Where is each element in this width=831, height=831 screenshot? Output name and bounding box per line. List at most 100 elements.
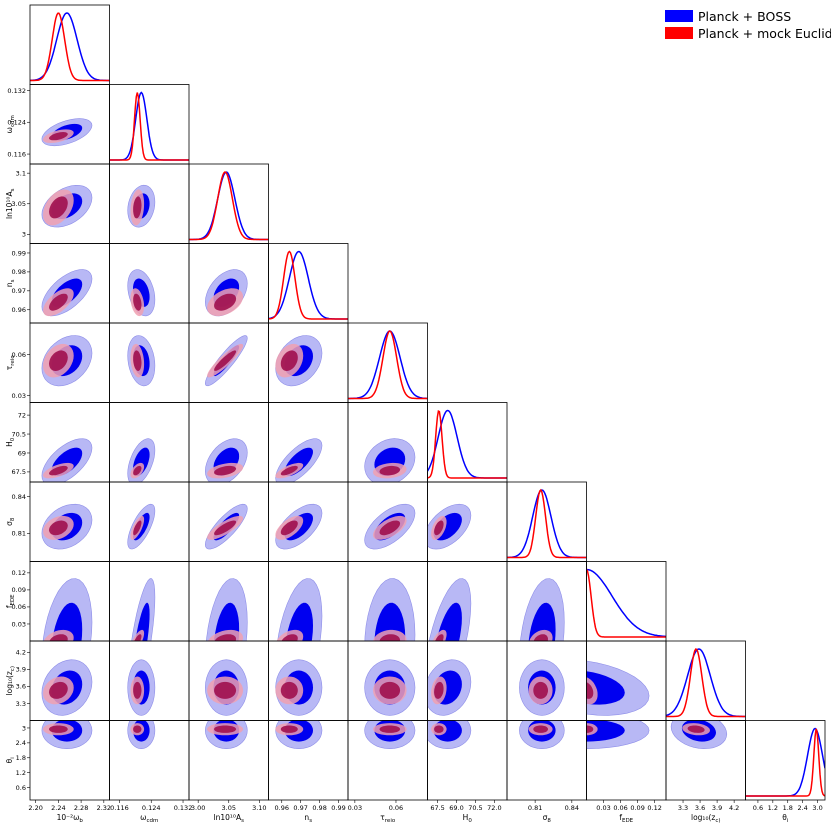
x-tick-label: 0.03 (348, 804, 362, 812)
x-tick-label: 0.12 (647, 804, 661, 812)
panel-n_s-vs-omega_b: 0.99 0.98 0.97 0.96 ns (5, 243, 110, 324)
ylabel-omega_cdm: ωcdm (5, 115, 16, 133)
panel-theta_i-vs-omega_b: 2.20 2.24 2.28 2.32 10⁻²ωb 3 2.4 1.8 1.2 0.6 θi (5, 720, 111, 824)
contour-euclid-68 (533, 634, 548, 641)
y-tick-label: 0.81 (12, 530, 26, 538)
y-tick-label: 3 (22, 231, 26, 239)
panel-sigma8-vs-n_s (268, 481, 349, 562)
y-tick-label: 0.124 (7, 119, 26, 127)
posterior-1d-euclid-f_EDE (586, 569, 666, 638)
y-tick-label: 3.9 (16, 666, 26, 674)
y-tick-label: 0.12 (12, 569, 26, 577)
x-tick-label: 0.97 (293, 804, 307, 812)
ylabel-H0: H0 (5, 437, 16, 447)
x-tick-label: 0.06 (389, 804, 403, 812)
contour-euclid-68 (379, 634, 401, 641)
ylabel-f_EDE: fEDE (5, 594, 16, 608)
contour-euclid-68 (379, 725, 401, 733)
panel-theta_i-vs-f_EDE: 0.03 0.06 0.09 0.12 fEDE (586, 720, 667, 824)
x-tick-label: 1.2 (768, 804, 778, 812)
posterior-1d-euclid-ln10As (189, 171, 269, 241)
contour-euclid-68 (49, 132, 68, 141)
panel-H0-vs-omega_b: 72 70.5 69 67.5 H0 (5, 402, 110, 483)
panel-n_s-vs-n_s (268, 243, 349, 324)
posterior-1d-boss-f_EDE (586, 568, 666, 638)
panel-sigma8-vs-tau_reio (347, 481, 428, 562)
contour-euclid-68 (280, 725, 298, 733)
y-tick-label: 4.2 (16, 649, 26, 657)
posterior-1d-euclid-tau_reio (348, 330, 428, 400)
panel-tau_reio-vs-omega_b: 0.06 0.03 τreio (5, 322, 110, 403)
x-tick-label: 0.06 (613, 804, 627, 812)
contour-euclid-68 (49, 465, 68, 476)
y-tick-label: 70.5 (12, 430, 26, 438)
y-tick-label: 0.03 (12, 620, 26, 628)
xlabel-log10zc: log₁₀(zc) (691, 813, 720, 824)
y-tick-label: 3.05 (12, 200, 26, 208)
posterior-1d-boss-omega_b (30, 12, 110, 82)
y-tick-label: 2.4 (16, 739, 26, 747)
legend-label-boss: Planck + BOSS (698, 9, 791, 24)
legend: Planck + BOSS Planck + mock Euclid (665, 9, 831, 41)
contour-euclid-68 (133, 350, 142, 371)
legend-swatch-euclid (665, 27, 693, 39)
panel-tau_reio-vs-ln10As (188, 322, 269, 403)
xlabel-f_EDE: fEDE (619, 813, 633, 824)
x-tick-label: 0.96 (275, 804, 289, 812)
panel-theta_i-vs-n_s: 0.96 0.97 0.98 0.99 ns (268, 720, 349, 824)
panel-sigma8-vs-omega_b: 0.84 0.81 σ8 (5, 481, 110, 562)
xlabel-sigma8: σ8 (543, 813, 552, 824)
contour-euclid-68 (133, 196, 142, 219)
panel-tau_reio-vs-tau_reio (347, 322, 428, 403)
posterior-1d-euclid-H0 (427, 409, 507, 479)
panel-sigma8-vs-H0 (427, 481, 508, 562)
x-tick-label: 69.0 (449, 804, 463, 812)
panel-f_EDE-vs-n_s (268, 561, 349, 642)
panel-log10zc-vs-H0 (427, 640, 508, 721)
y-tick-label: 3 (22, 724, 26, 732)
y-tick-label: 0.98 (12, 268, 26, 276)
contour-euclid-68 (49, 293, 68, 311)
x-tick-label: 2.32 (97, 804, 111, 812)
panel-tau_reio-vs-n_s (268, 322, 349, 403)
panel-log10zc-vs-ln10As (188, 640, 269, 721)
contour-euclid-68 (133, 725, 142, 733)
panel-f_EDE-vs-f_EDE (586, 561, 667, 642)
xlabel-theta_i: θi (782, 813, 789, 824)
panel-omega_b-vs-omega_b (29, 4, 110, 85)
panel-log10zc-vs-sigma8 (506, 640, 587, 721)
contour-euclid-68 (133, 293, 142, 311)
x-tick-label: 3.0 (812, 804, 822, 812)
posterior-1d-euclid-omega_b (30, 12, 110, 82)
y-tick-label: 0.09 (12, 586, 26, 594)
x-tick-label: 0.81 (528, 804, 542, 812)
posterior-1d-euclid-sigma8 (507, 488, 587, 559)
panel-n_s-vs-omega_cdm (109, 243, 190, 324)
y-tick-label: 3.3 (16, 700, 26, 708)
x-tick-label: 3.05 (222, 804, 236, 812)
xlabel-omega_cdm: ωcdm (140, 813, 158, 824)
contour-euclid-68 (280, 465, 298, 476)
panel-H0-vs-tau_reio (347, 402, 428, 483)
x-tick-label: 0.99 (331, 804, 345, 812)
posterior-1d-euclid-log10zc (666, 648, 746, 718)
contour-euclid-68 (133, 681, 142, 699)
panel-ln10As-vs-omega_b: 3.1 3.05 3 ln10¹⁰As (5, 163, 110, 244)
contour-euclid-68 (214, 681, 237, 699)
xlabel-tau_reio: τreio (380, 813, 396, 824)
x-tick-label: 67.5 (430, 804, 444, 812)
y-tick-label: 3.1 (16, 169, 26, 177)
y-tick-label: 0.06 (12, 351, 26, 359)
x-tick-label: 0.03 (596, 804, 610, 812)
ylabel-tau_reio: τreio (5, 355, 16, 371)
panel-theta_i-vs-H0: 67.5 69.0 70.5 72.0 H0 (427, 720, 508, 824)
panel-tau_reio-vs-omega_cdm (109, 322, 190, 403)
contour-euclid-68 (214, 350, 237, 371)
panel-frame (665, 640, 746, 721)
contour-euclid-68 (533, 681, 548, 699)
x-tick-label: 4.2 (729, 804, 739, 812)
contour-euclid-68 (379, 465, 401, 476)
y-tick-label: 0.84 (12, 493, 26, 501)
panel-sigma8-vs-ln10As (188, 481, 269, 562)
